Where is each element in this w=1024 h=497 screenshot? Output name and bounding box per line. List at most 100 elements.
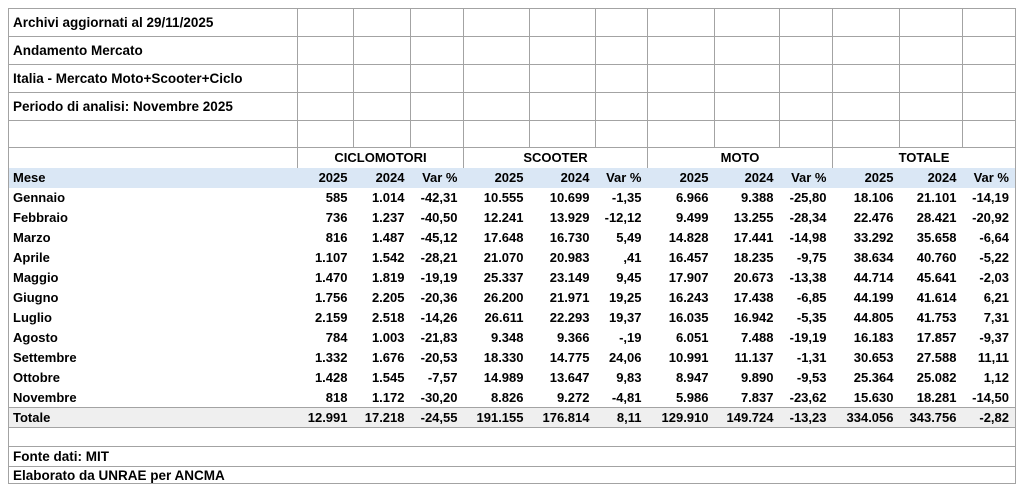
empty-cell (714, 64, 780, 93)
value-cell: 11,11 (962, 347, 1016, 368)
value-cell: 5.986 (675, 389, 709, 405)
value-cell: 6,21 (962, 287, 1016, 308)
value-cell: -1,35 (611, 190, 642, 205)
month-label: Settembre (8, 347, 298, 368)
total-cell: -13,23 (779, 407, 833, 428)
empty-cell (962, 36, 1016, 65)
empty-cell (529, 8, 596, 37)
empty-cell (297, 8, 354, 37)
empty-cell (463, 92, 530, 121)
empty-cell (647, 92, 715, 121)
empty-cell (899, 120, 963, 148)
value-cell: 44.199 (853, 290, 894, 305)
col-header-var: Var % (962, 167, 1016, 188)
empty-cell (779, 92, 833, 121)
value-cell: -21,83 (420, 330, 458, 345)
value-cell: -19,19 (789, 330, 827, 345)
total-cell: 343.756 (899, 407, 963, 428)
total-row: Totale 12.991 17.218 -24,55 191.155 176.… (8, 407, 1016, 428)
empty-cell (595, 8, 648, 37)
table-data-section: Gennaio 585 1.014 -42,31 10.555 10.699 -… (8, 187, 1016, 408)
bottom-gap-row (8, 427, 1016, 447)
empty-cell (410, 8, 464, 37)
value-cell: 9.366 (556, 330, 590, 345)
value-cell: 10.991 (668, 350, 709, 365)
group-header-moto: MOTO (647, 147, 833, 168)
empty-cell (714, 120, 780, 148)
empty-cell (463, 120, 530, 148)
table-row: Luglio 2.159 2.518 -14,26 26.611 22.293 … (8, 307, 1016, 328)
table-row: Novembre 818 1.172 -30,20 8.826 9.272 -4… (8, 387, 1016, 408)
empty-cell (529, 36, 596, 65)
group-header-totale: TOTALE (832, 147, 1016, 168)
month-label: Luglio (8, 307, 298, 328)
empty-cell (899, 8, 963, 37)
value-cell: 22.476 (853, 210, 894, 225)
group-header-ciclomotori: CICLOMOTORI (297, 147, 464, 168)
value-cell: 1.237 (371, 210, 405, 225)
total-cell: -24,55 (410, 407, 464, 428)
col-header-var: Var % (606, 170, 642, 185)
empty-cell (832, 120, 900, 148)
market-table: Archivi aggiornati al 29/11/2025 Andamen… (8, 8, 1016, 484)
empty-cell (962, 8, 1016, 37)
value-cell: 784 (325, 330, 348, 345)
empty-cell (297, 92, 354, 121)
value-cell: -9,75 (796, 250, 827, 265)
value-cell: 27.588 (916, 350, 957, 365)
empty-cell (779, 120, 833, 148)
month-label: Aprile (8, 247, 298, 268)
empty-cell (410, 36, 464, 65)
table-bottom-section: Totale 12.991 17.218 -24,55 191.155 176.… (8, 407, 1016, 484)
value-cell: 26.200 (483, 290, 524, 305)
value-cell: 9.499 (675, 210, 709, 225)
value-cell: 30.653 (853, 350, 894, 365)
total-cell: 17.218 (353, 407, 411, 428)
total-cell: 12.991 (297, 407, 354, 428)
empty-cell (353, 120, 411, 148)
value-cell: -20,36 (420, 290, 458, 305)
value-cell: 1.428 (314, 370, 348, 385)
empty-cell (297, 36, 354, 65)
total-cell: 176.814 (529, 407, 596, 428)
value-cell: -5,22 (962, 247, 1016, 268)
value-cell: 7,31 (962, 307, 1016, 328)
total-cell: 191.155 (463, 407, 530, 428)
value-cell: 1.470 (314, 270, 348, 285)
empty-cell (714, 8, 780, 37)
info-row-periodo: Periodo di analisi: Novembre 2025 (8, 92, 1016, 121)
value-cell: -42,31 (420, 190, 458, 205)
month-label: Giugno (8, 287, 298, 308)
value-cell: -28,34 (789, 210, 827, 225)
value-cell: 17.438 (733, 290, 774, 305)
value-cell: 13.929 (549, 210, 590, 225)
value-cell: 818 (325, 389, 348, 405)
value-cell: 13.255 (733, 210, 774, 225)
empty-cell (832, 8, 900, 37)
market-scope-text: Italia - Mercato Moto+Scooter+Ciclo (8, 64, 298, 93)
value-cell: 9.890 (740, 370, 774, 385)
value-cell: 41.614 (916, 290, 957, 305)
value-cell: -30,20 (420, 389, 458, 405)
value-cell: -45,12 (420, 230, 458, 245)
value-cell: -6,85 (796, 290, 827, 305)
empty-cell (899, 92, 963, 121)
value-cell: 25.337 (483, 270, 524, 285)
value-cell: 1.487 (371, 230, 405, 245)
col-header-2024: 2024 (927, 170, 957, 185)
value-cell: -19,19 (420, 270, 458, 285)
value-cell: 15.630 (853, 389, 894, 405)
value-cell: 11.137 (734, 350, 774, 365)
month-label: Ottobre (8, 367, 298, 388)
value-cell: 9,45 (616, 270, 642, 285)
value-cell: 9.348 (490, 330, 524, 345)
empty-cell (779, 64, 833, 93)
value-cell: 9,83 (616, 370, 642, 385)
value-cell: -14,26 (420, 310, 458, 325)
value-cell: -20,53 (420, 350, 458, 365)
value-cell: 44.714 (853, 270, 894, 285)
value-cell: 38.634 (853, 250, 894, 265)
empty-cell (410, 120, 464, 148)
value-cell: 7.488 (740, 330, 774, 345)
value-cell: 35.658 (916, 230, 957, 245)
